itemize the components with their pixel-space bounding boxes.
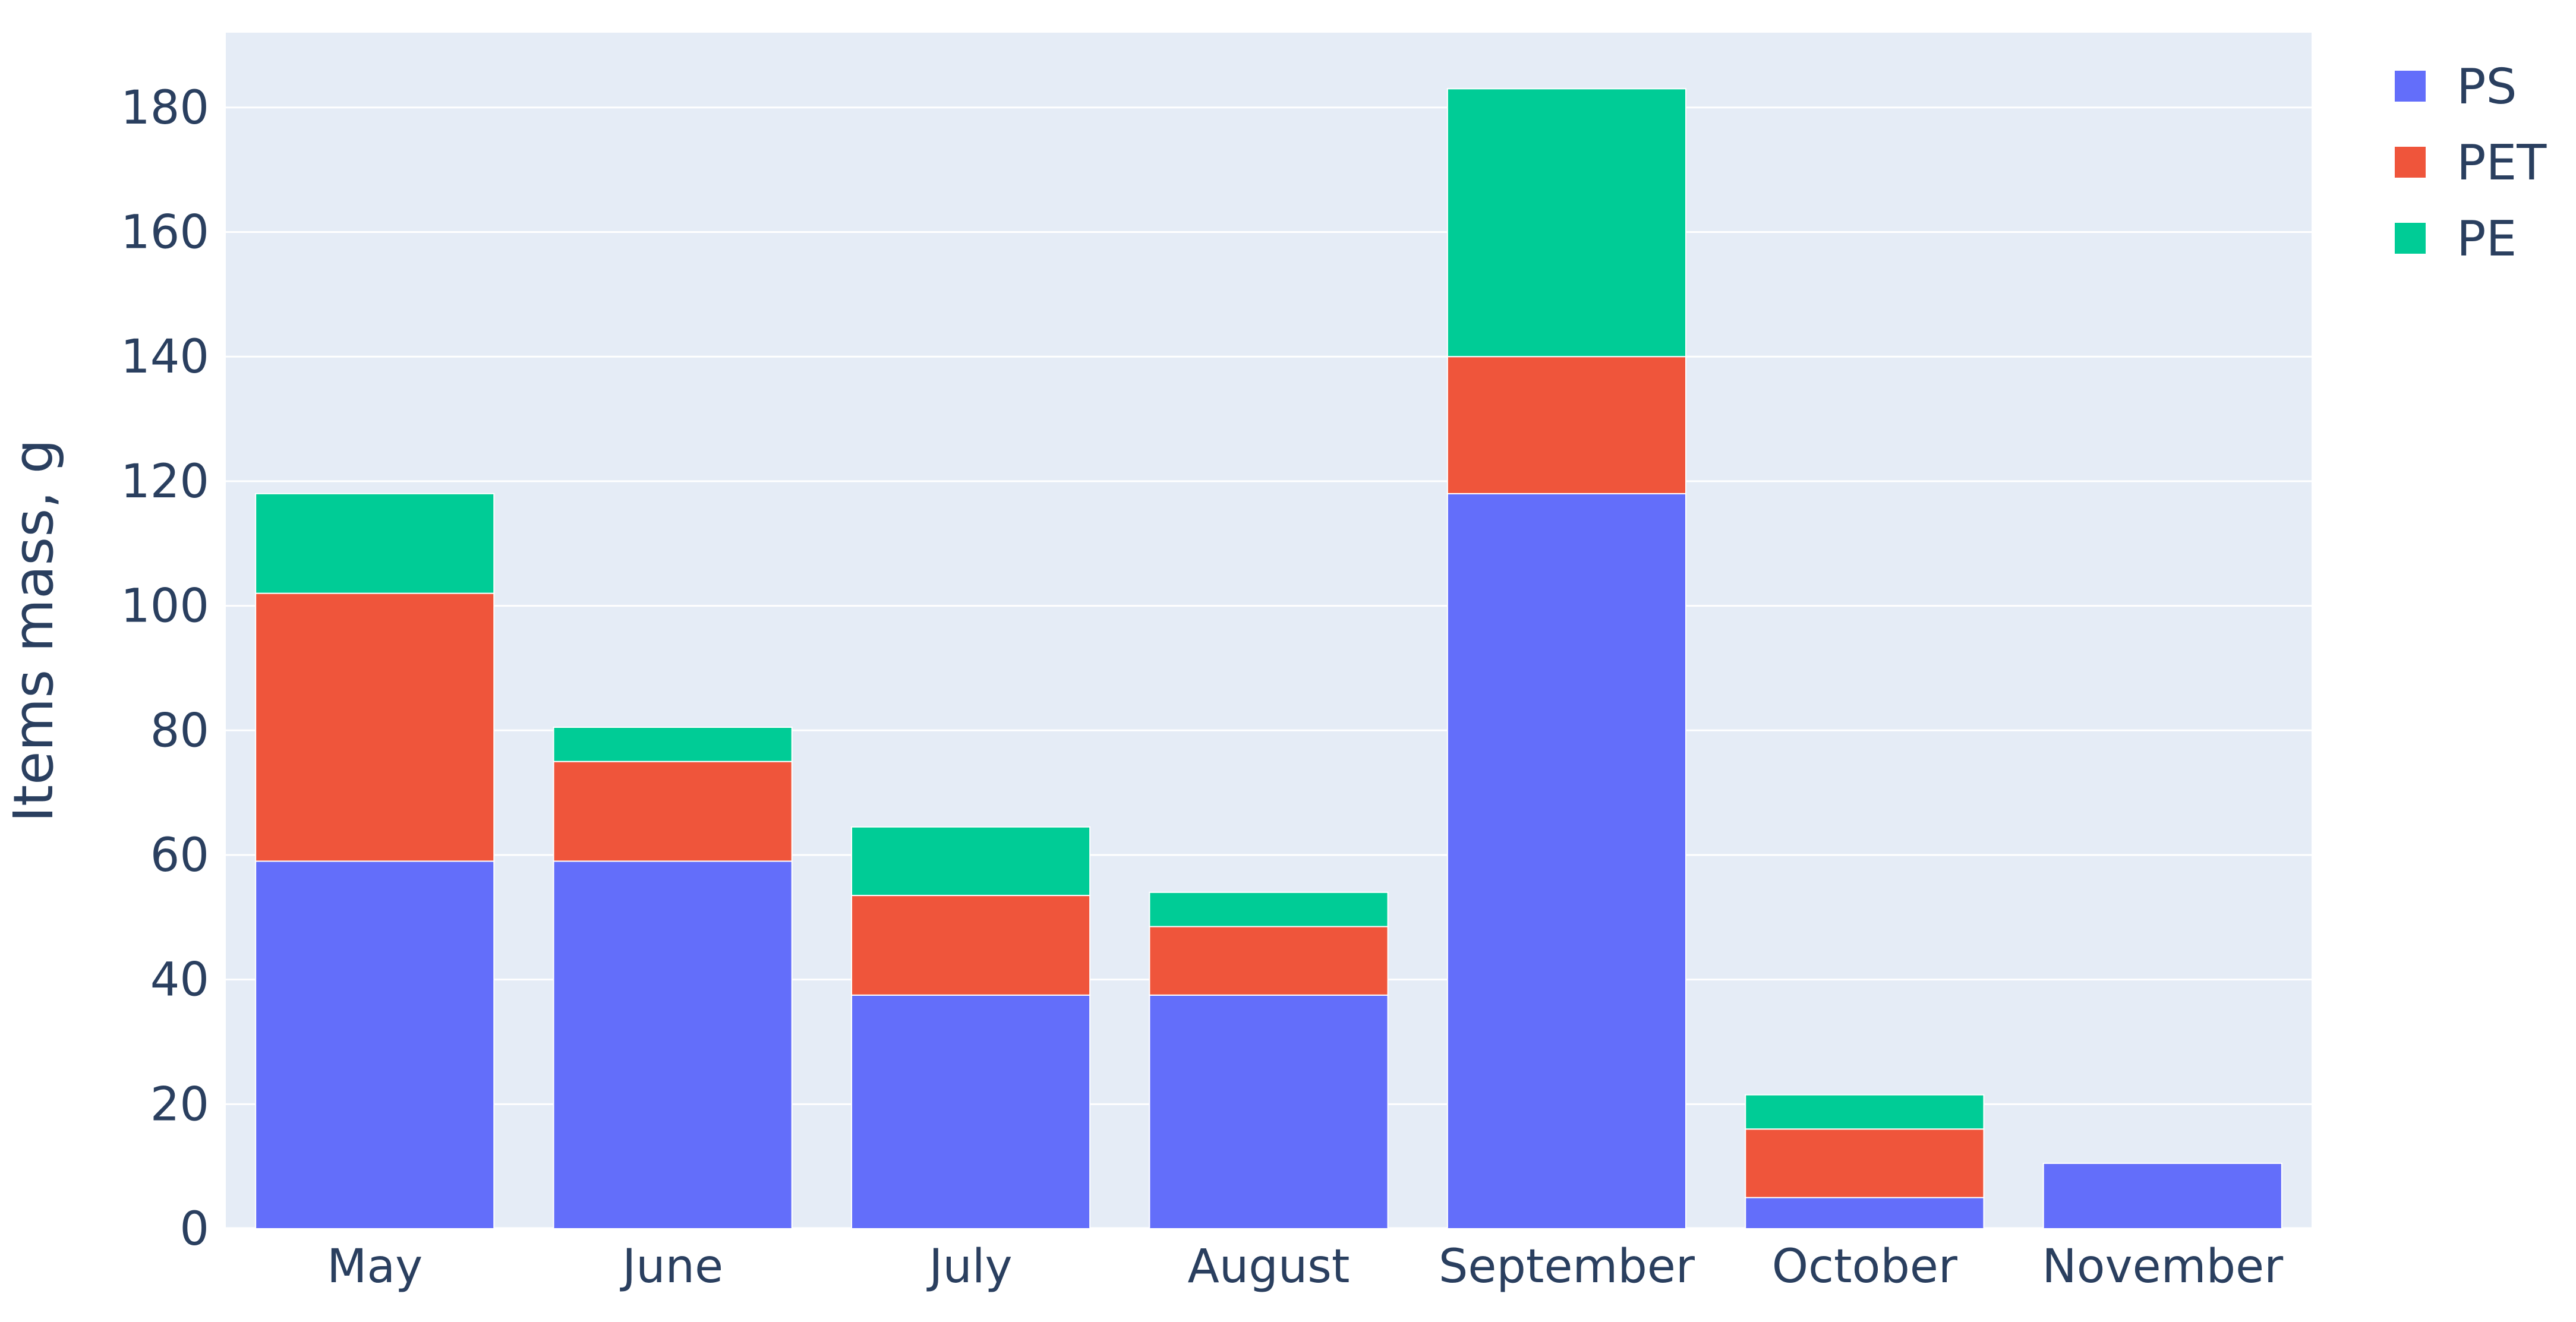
y-tick-label: 80: [150, 704, 209, 758]
y-tick-label: 140: [121, 330, 209, 384]
x-axis-tick-labels: May June July August September October Novembe…: [327, 1240, 2284, 1293]
y-tick-label: 180: [121, 81, 209, 135]
bar-pe-september: [1446, 88, 1687, 358]
y-axis-title: Items mass, g: [2, 439, 65, 822]
y-tick-label: 160: [121, 206, 209, 260]
bar-pet-september: [1446, 356, 1687, 494]
x-tick-label: October: [1772, 1240, 1958, 1293]
bar-pet-may: [255, 592, 495, 862]
y-tick-label: 100: [121, 580, 209, 633]
bars: [255, 88, 2282, 1229]
bar-pet-august: [1149, 926, 1389, 996]
bar-pet-june: [553, 761, 793, 862]
x-tick-label: November: [2042, 1240, 2284, 1293]
legend-label-ps: PS: [2457, 59, 2517, 115]
x-tick-label: May: [327, 1240, 422, 1293]
bar-ps-july: [851, 994, 1091, 1229]
x-tick-label: June: [619, 1240, 723, 1293]
y-tick-label: 20: [150, 1078, 209, 1131]
bar-pe-june: [553, 727, 793, 762]
x-tick-label: September: [1439, 1240, 1695, 1293]
bar-pe-august: [1149, 891, 1389, 927]
bar-ps-october: [1745, 1197, 1985, 1229]
legend-swatch-pet: [2395, 147, 2426, 178]
bar-pe-may: [255, 493, 495, 594]
y-tick-label: 60: [150, 829, 209, 882]
y-tick-label: 120: [121, 455, 209, 509]
y-tick-label: 40: [150, 954, 209, 1007]
legend-label-pe: PE: [2457, 211, 2517, 267]
y-tick-label: 0: [179, 1203, 209, 1256]
x-tick-label: August: [1188, 1240, 1350, 1293]
bar-pet-october: [1745, 1128, 1985, 1198]
bar-pet-july: [851, 895, 1091, 996]
bar-ps-november: [2042, 1162, 2282, 1229]
bar-ps-september: [1446, 493, 1687, 1229]
bar-ps-august: [1149, 994, 1389, 1229]
x-tick-label: July: [926, 1240, 1012, 1293]
legend-swatch-pe: [2395, 223, 2426, 254]
bar-pe-july: [851, 826, 1091, 897]
legend-swatch-ps: [2395, 71, 2426, 102]
legend: PS PET PE: [2395, 59, 2547, 267]
y-axis-tick-labels: 0 20 40 60 80 100 120 140 160 180: [121, 81, 209, 1256]
bar-ps-may: [255, 860, 495, 1229]
bar-ps-june: [553, 860, 793, 1229]
legend-label-pet: PET: [2457, 135, 2547, 191]
bar-pe-october: [1745, 1094, 1985, 1130]
